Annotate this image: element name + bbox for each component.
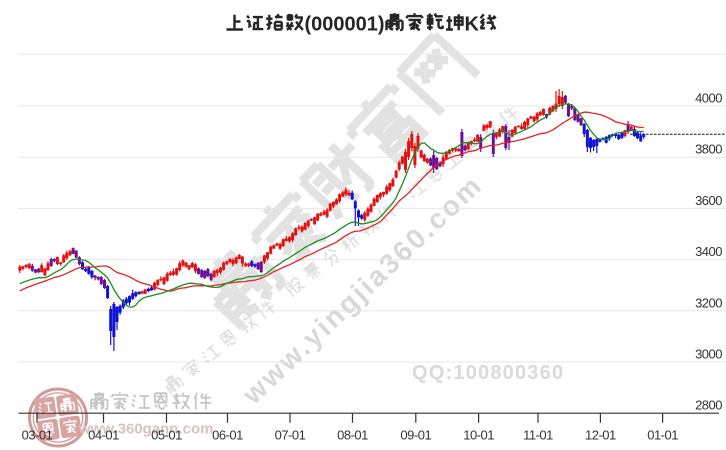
svg-text:08-01: 08-01 bbox=[337, 428, 368, 443]
svg-text:09-01: 09-01 bbox=[400, 428, 431, 443]
svg-text:10-01: 10-01 bbox=[463, 428, 494, 443]
svg-text:3200: 3200 bbox=[695, 295, 722, 310]
svg-text:3400: 3400 bbox=[695, 244, 722, 259]
svg-text:11-01: 11-01 bbox=[523, 428, 553, 443]
svg-text:2800: 2800 bbox=[695, 398, 722, 413]
svg-text:03-01: 03-01 bbox=[22, 428, 53, 443]
svg-text:07-01: 07-01 bbox=[275, 428, 306, 443]
svg-text:05-01: 05-01 bbox=[151, 428, 182, 443]
svg-text:06-01: 06-01 bbox=[212, 428, 243, 443]
svg-text:K: K bbox=[465, 14, 480, 36]
svg-text:01-01: 01-01 bbox=[647, 428, 678, 443]
svg-text:04-01: 04-01 bbox=[88, 428, 119, 443]
svg-text:www.360gann.com: www.360gann.com bbox=[78, 421, 213, 438]
svg-text:4000: 4000 bbox=[695, 91, 722, 106]
svg-text:(000001): (000001) bbox=[305, 14, 385, 36]
svg-text:3600: 3600 bbox=[695, 193, 722, 208]
svg-text:3800: 3800 bbox=[695, 142, 722, 157]
svg-text:QQ:100800360: QQ:100800360 bbox=[412, 362, 564, 384]
svg-text:3000: 3000 bbox=[695, 347, 722, 362]
svg-text:12-01: 12-01 bbox=[585, 428, 616, 443]
